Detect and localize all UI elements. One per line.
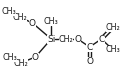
Text: CH₂: CH₂ — [13, 59, 28, 67]
Text: O: O — [32, 53, 39, 61]
Text: CH₂: CH₂ — [12, 12, 27, 21]
Text: O: O — [86, 56, 93, 65]
Text: Si: Si — [47, 35, 55, 44]
Text: O: O — [74, 35, 81, 44]
Text: CH₃: CH₃ — [1, 6, 16, 15]
Text: CH₃: CH₃ — [106, 46, 121, 55]
Text: CH₂: CH₂ — [106, 23, 121, 32]
Text: CH₃: CH₃ — [44, 17, 59, 26]
Text: C: C — [87, 43, 93, 52]
Text: O: O — [29, 18, 36, 27]
Text: CH₃: CH₃ — [2, 53, 17, 61]
Text: C: C — [98, 35, 105, 44]
Text: CH₂: CH₂ — [59, 35, 73, 44]
